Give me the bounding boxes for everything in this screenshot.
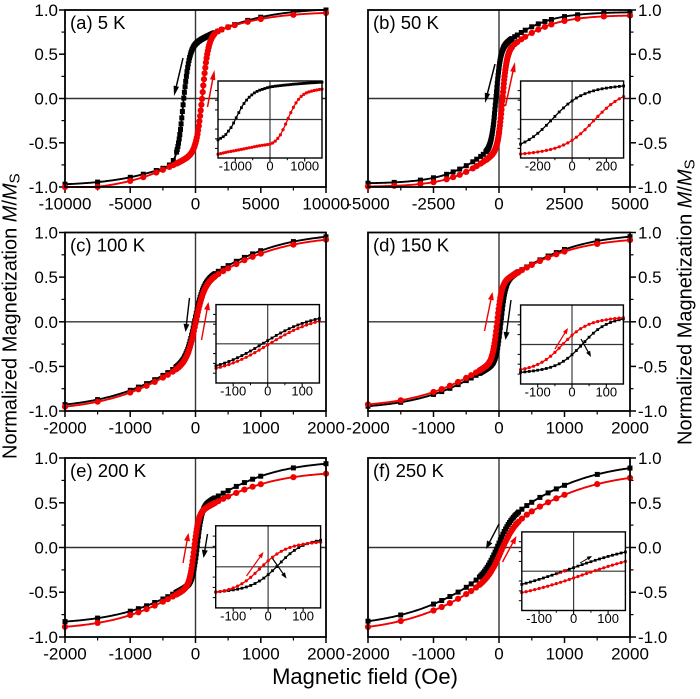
svg-text:-5000: -5000	[346, 195, 389, 214]
svg-text:1000: 1000	[242, 645, 280, 664]
svg-text:1.0: 1.0	[638, 1, 662, 20]
svg-text:0: 0	[264, 608, 271, 623]
svg-text:-2000: -2000	[43, 419, 86, 438]
svg-text:-100: -100	[526, 611, 552, 626]
svg-text:-1.0: -1.0	[638, 628, 667, 647]
svg-text:-0.5: -0.5	[638, 583, 667, 602]
svg-text:(f) 250 K: (f) 250 K	[373, 460, 445, 481]
svg-text:(d) 150 K: (d) 150 K	[373, 235, 450, 256]
svg-text:0.5: 0.5	[638, 494, 662, 513]
svg-text:-5000: -5000	[108, 195, 151, 214]
svg-text:1000: 1000	[290, 159, 319, 174]
svg-text:-1.0: -1.0	[638, 402, 667, 421]
svg-text:-0.5: -0.5	[638, 357, 667, 376]
svg-text:0.0: 0.0	[34, 539, 58, 558]
svg-text:1.0: 1.0	[34, 1, 58, 20]
svg-text:2000: 2000	[307, 645, 345, 664]
svg-text:-0.5: -0.5	[638, 134, 667, 153]
svg-text:0: 0	[568, 385, 575, 400]
svg-text:0.0: 0.0	[638, 539, 662, 558]
svg-text:100: 100	[291, 384, 313, 399]
svg-text:1000: 1000	[242, 419, 280, 438]
svg-text:-1.0: -1.0	[29, 402, 58, 421]
svg-text:-0.5: -0.5	[29, 583, 58, 602]
svg-text:-1000: -1000	[412, 419, 455, 438]
svg-text:2000: 2000	[611, 419, 649, 438]
svg-text:10000: 10000	[302, 195, 349, 214]
svg-text:0.0: 0.0	[638, 313, 662, 332]
svg-text:0: 0	[568, 159, 575, 174]
svg-text:0: 0	[264, 384, 271, 399]
svg-text:1.0: 1.0	[638, 224, 662, 243]
svg-text:0: 0	[494, 645, 503, 664]
svg-text:-2000: -2000	[346, 645, 389, 664]
svg-text:-10000: -10000	[39, 195, 92, 214]
svg-text:0: 0	[191, 419, 200, 438]
svg-text:-100: -100	[220, 608, 246, 623]
svg-text:Normalized Magnetization M/MS: Normalized Magnetization M/MS	[0, 173, 24, 459]
svg-text:-200: -200	[525, 159, 551, 174]
svg-text:-1.0: -1.0	[638, 178, 667, 197]
svg-text:Normalized Magnetization M/MS: Normalized Magnetization M/MS	[675, 159, 699, 445]
svg-text:0.0: 0.0	[638, 90, 662, 109]
svg-text:0.5: 0.5	[34, 45, 58, 64]
svg-text:-1000: -1000	[108, 645, 151, 664]
svg-text:1000: 1000	[546, 645, 584, 664]
svg-text:1000: 1000	[546, 419, 584, 438]
svg-text:(c) 100 K: (c) 100 K	[70, 235, 146, 256]
svg-text:100: 100	[597, 611, 619, 626]
svg-text:-1.0: -1.0	[29, 178, 58, 197]
svg-text:0: 0	[191, 195, 200, 214]
svg-text:Magnetic field (Oe): Magnetic field (Oe)	[272, 664, 458, 689]
svg-text:-100: -100	[220, 384, 246, 399]
svg-text:2000: 2000	[307, 419, 345, 438]
svg-text:0: 0	[494, 195, 503, 214]
svg-text:0.5: 0.5	[34, 268, 58, 287]
svg-text:0: 0	[494, 419, 503, 438]
svg-text:(e) 200 K: (e) 200 K	[70, 460, 147, 481]
svg-text:5000: 5000	[611, 195, 649, 214]
svg-text:1.0: 1.0	[34, 224, 58, 243]
svg-text:0: 0	[570, 611, 577, 626]
svg-text:(b) 50 K: (b) 50 K	[373, 12, 439, 33]
svg-text:2000: 2000	[611, 645, 649, 664]
svg-text:0.5: 0.5	[638, 268, 662, 287]
svg-text:0.0: 0.0	[34, 90, 58, 109]
svg-text:200: 200	[596, 159, 618, 174]
svg-text:-1000: -1000	[108, 419, 151, 438]
svg-text:-0.5: -0.5	[29, 357, 58, 376]
svg-text:0.0: 0.0	[34, 313, 58, 332]
svg-text:0: 0	[266, 159, 273, 174]
svg-text:0.5: 0.5	[34, 494, 58, 513]
svg-text:-0.5: -0.5	[29, 134, 58, 153]
svg-text:2500: 2500	[546, 195, 584, 214]
svg-text:100: 100	[595, 385, 617, 400]
svg-text:-1000: -1000	[412, 645, 455, 664]
svg-text:-100: -100	[525, 385, 551, 400]
svg-text:-1.0: -1.0	[29, 628, 58, 647]
svg-text:1.0: 1.0	[638, 449, 662, 468]
svg-text:-2000: -2000	[43, 645, 86, 664]
svg-text:1.0: 1.0	[34, 449, 58, 468]
svg-text:100: 100	[292, 608, 314, 623]
svg-text:0.5: 0.5	[638, 45, 662, 64]
svg-text:(a) 5 K: (a) 5 K	[70, 12, 126, 33]
svg-text:-2000: -2000	[346, 419, 389, 438]
svg-text:0: 0	[191, 645, 200, 664]
svg-text:-1000: -1000	[219, 159, 252, 174]
svg-text:-2500: -2500	[412, 195, 455, 214]
svg-text:5000: 5000	[242, 195, 280, 214]
